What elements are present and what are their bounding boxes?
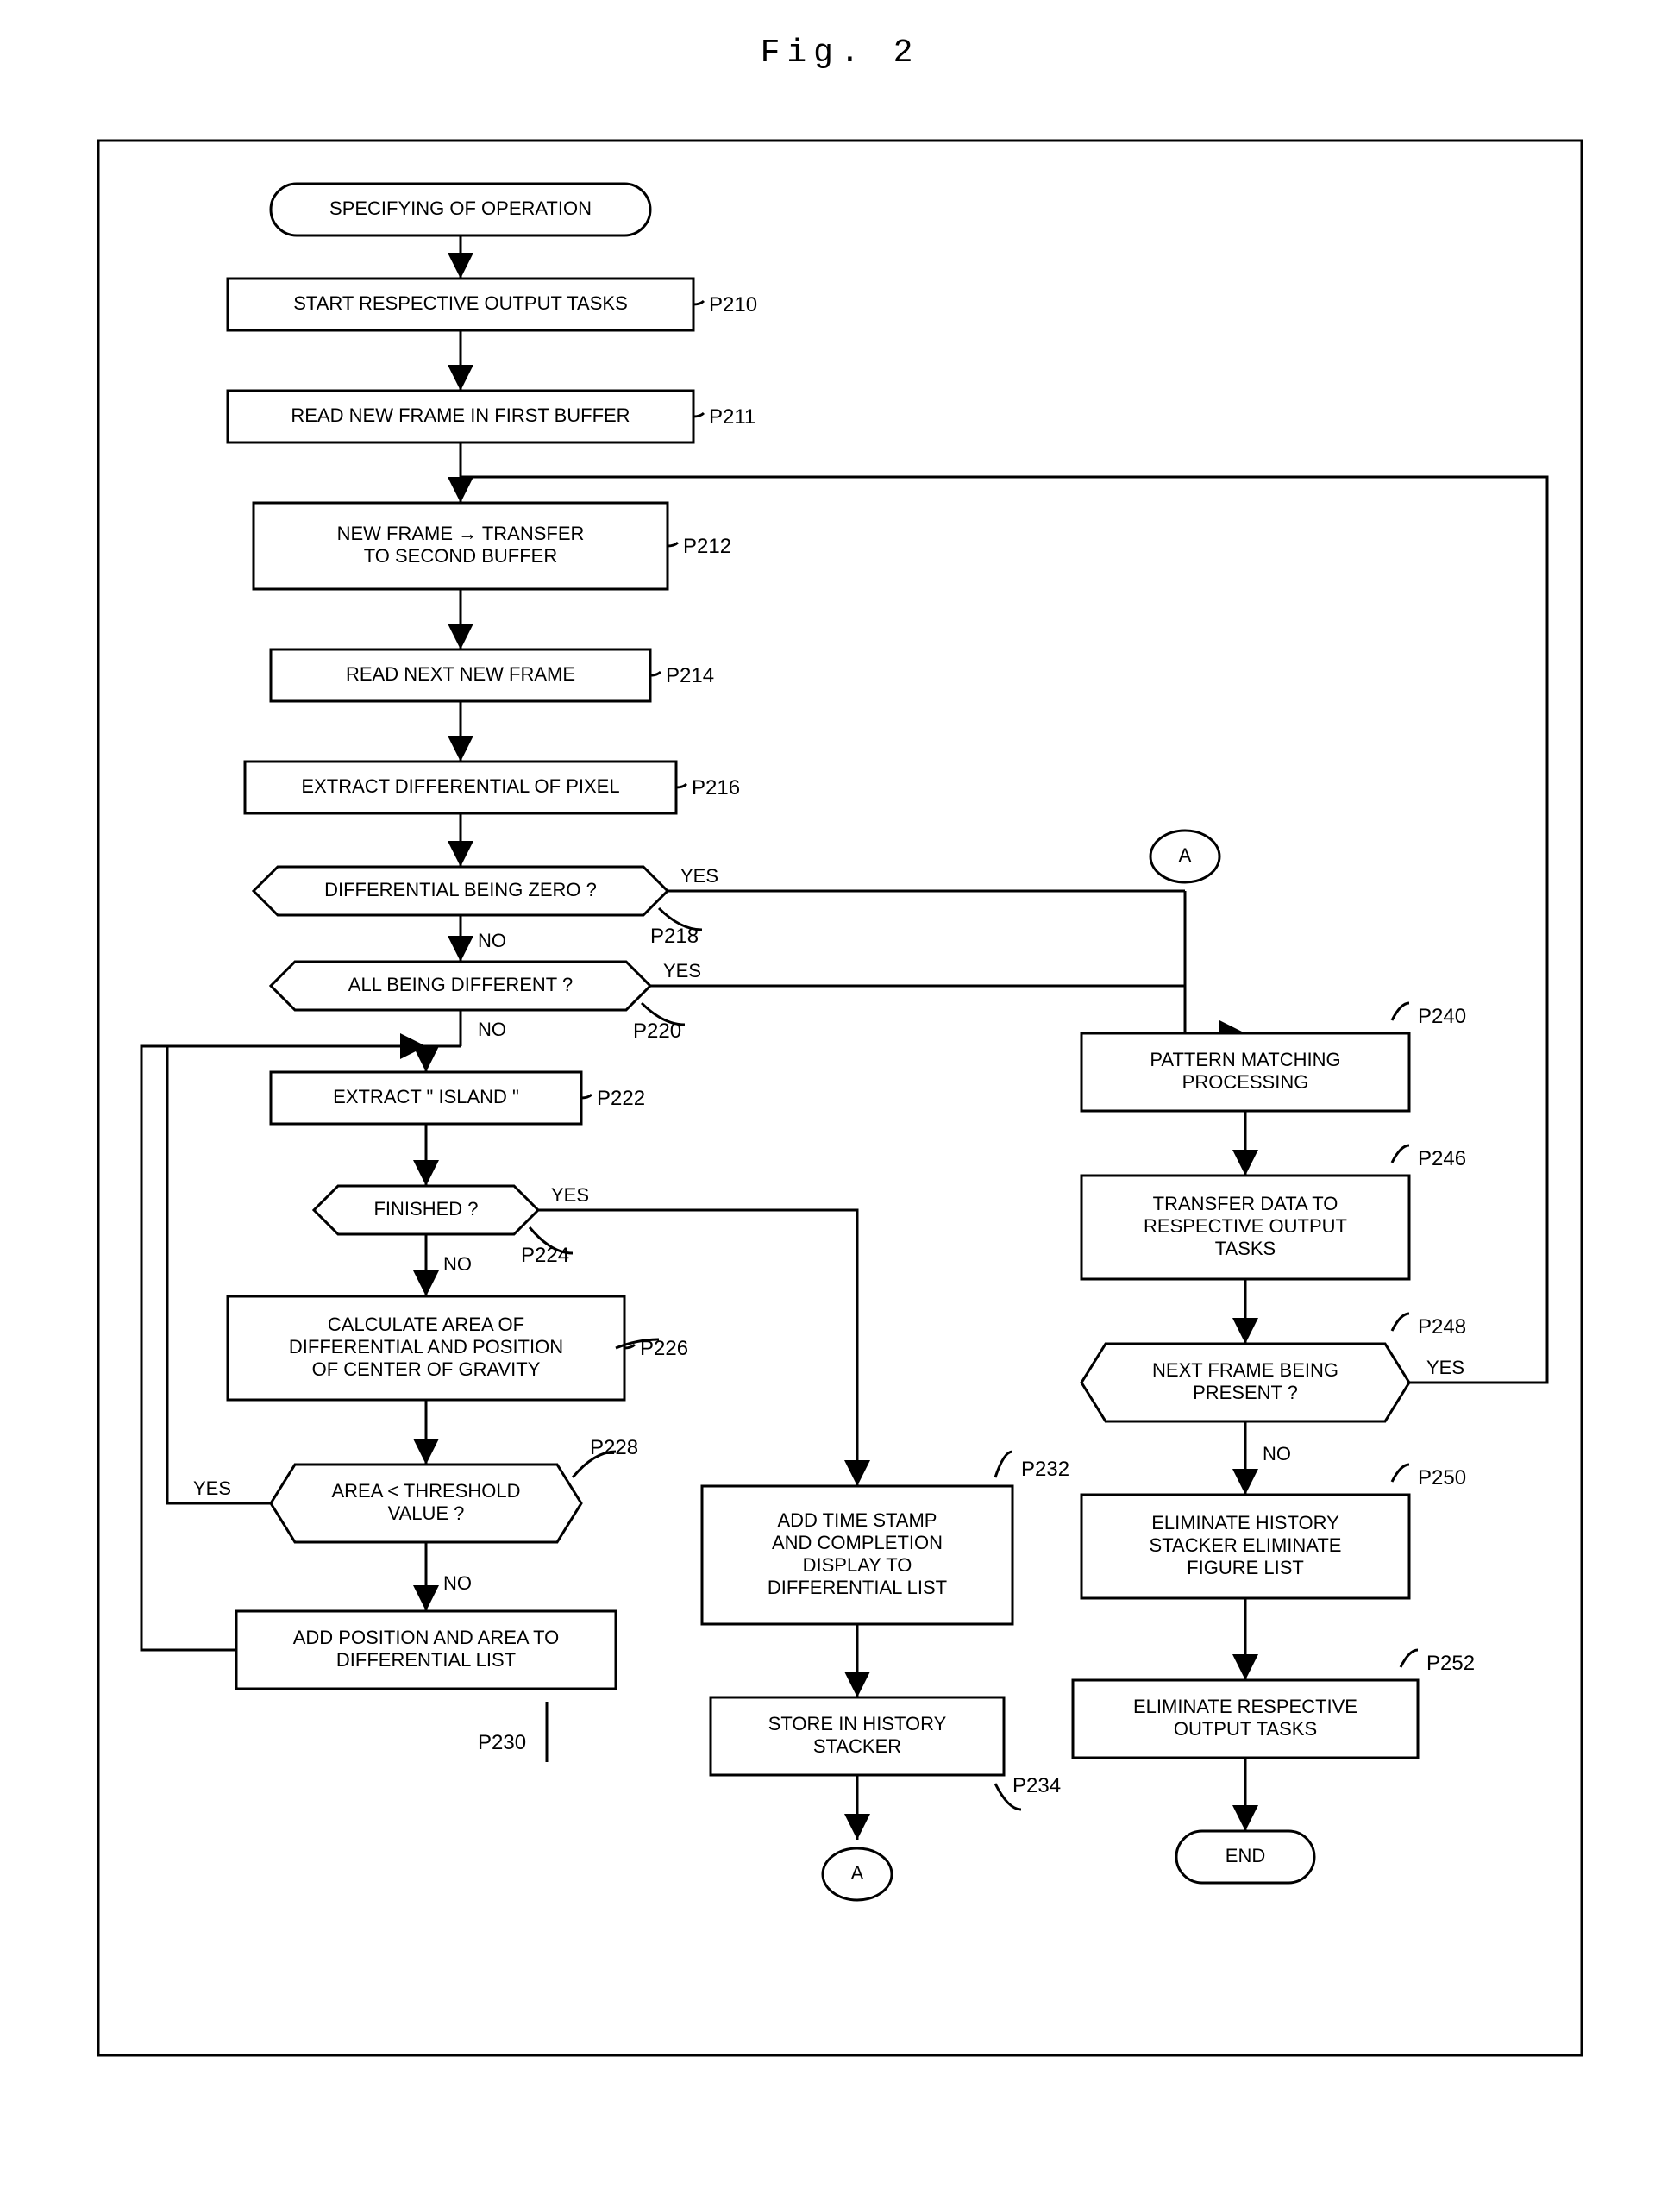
svg-text:STORE IN HISTORY: STORE IN HISTORY: [768, 1713, 947, 1734]
svg-text:P211: P211: [709, 405, 755, 429]
svg-text:START RESPECTIVE OUTPUT TASKS: START RESPECTIVE OUTPUT TASKS: [293, 292, 628, 314]
svg-text:DIFFERENTIAL AND POSITION: DIFFERENTIAL AND POSITION: [289, 1336, 563, 1358]
svg-text:READ NEXT NEW FRAME: READ NEXT NEW FRAME: [346, 663, 575, 685]
svg-text:RESPECTIVE OUTPUT: RESPECTIVE OUTPUT: [1144, 1215, 1347, 1237]
svg-text:P222: P222: [597, 1087, 645, 1110]
svg-text:P216: P216: [692, 776, 740, 800]
svg-text:FIGURE LIST: FIGURE LIST: [1187, 1557, 1304, 1578]
svg-text:P210: P210: [709, 293, 757, 317]
svg-text:PROCESSING: PROCESSING: [1182, 1071, 1309, 1093]
svg-text:PRESENT ?: PRESENT ?: [1193, 1382, 1298, 1403]
svg-text:OUTPUT TASKS: OUTPUT TASKS: [1174, 1718, 1317, 1740]
svg-text:STACKER: STACKER: [813, 1735, 901, 1757]
svg-text:EXTRACT " ISLAND ": EXTRACT " ISLAND ": [333, 1086, 519, 1107]
svg-text:ADD POSITION AND AREA TO: ADD POSITION AND AREA TO: [293, 1627, 560, 1648]
svg-text:DIFFERENTIAL BEING ZERO ?: DIFFERENTIAL BEING ZERO ?: [324, 879, 597, 900]
svg-text:READ NEW FRAME IN FIRST BUFFER: READ NEW FRAME IN FIRST BUFFER: [291, 405, 630, 426]
svg-text:NEW FRAME → TRANSFER: NEW FRAME → TRANSFER: [337, 523, 585, 544]
svg-text:P230: P230: [478, 1731, 526, 1754]
svg-text:P234: P234: [1012, 1774, 1061, 1797]
svg-text:NO: NO: [443, 1253, 472, 1275]
svg-text:P250: P250: [1418, 1466, 1466, 1490]
svg-text:END: END: [1226, 1845, 1265, 1866]
svg-text:YES: YES: [193, 1477, 231, 1499]
svg-text:VALUE ?: VALUE ?: [388, 1502, 465, 1524]
svg-text:NO: NO: [1263, 1443, 1291, 1465]
svg-text:STACKER ELIMINATE: STACKER ELIMINATE: [1150, 1534, 1342, 1556]
svg-text:DISPLAY TO: DISPLAY TO: [803, 1554, 912, 1576]
svg-text:ALL BEING DIFFERENT ?: ALL BEING DIFFERENT ?: [348, 974, 573, 995]
svg-text:P246: P246: [1418, 1147, 1466, 1170]
svg-text:P240: P240: [1418, 1005, 1466, 1028]
svg-text:NO: NO: [478, 1019, 506, 1040]
svg-text:CALCULATE AREA OF: CALCULATE AREA OF: [328, 1314, 524, 1335]
svg-text:AND COMPLETION: AND COMPLETION: [772, 1532, 943, 1553]
svg-text:FINISHED ?: FINISHED ?: [373, 1198, 478, 1220]
svg-text:EXTRACT DIFFERENTIAL OF PIXEL: EXTRACT DIFFERENTIAL OF PIXEL: [301, 775, 619, 797]
svg-text:ADD TIME STAMP: ADD TIME STAMP: [778, 1509, 937, 1531]
svg-text:PATTERN MATCHING: PATTERN MATCHING: [1150, 1049, 1340, 1070]
svg-text:AREA < THRESHOLD: AREA < THRESHOLD: [331, 1480, 520, 1502]
svg-text:OF CENTER OF GRAVITY: OF CENTER OF GRAVITY: [312, 1358, 541, 1380]
flowchart-diagram: YES NO YES NO YES NO YES NO YES NO SPECIFYING OF O…: [64, 106, 1616, 2090]
svg-text:NO: NO: [478, 930, 506, 951]
svg-text:TRANSFER DATA TO: TRANSFER DATA TO: [1153, 1193, 1338, 1214]
svg-text:YES: YES: [551, 1184, 589, 1206]
svg-text:P232: P232: [1021, 1458, 1069, 1481]
svg-text:DIFFERENTIAL LIST: DIFFERENTIAL LIST: [336, 1649, 516, 1671]
svg-text:TASKS: TASKS: [1215, 1238, 1276, 1259]
svg-text:A: A: [1179, 844, 1192, 866]
svg-text:ELIMINATE HISTORY: ELIMINATE HISTORY: [1151, 1512, 1339, 1534]
svg-text:TO SECOND BUFFER: TO SECOND BUFFER: [364, 545, 558, 567]
svg-text:P248: P248: [1418, 1315, 1466, 1339]
figure-title: Fig. 2: [34, 34, 1646, 72]
svg-text:DIFFERENTIAL LIST: DIFFERENTIAL LIST: [768, 1577, 947, 1598]
svg-text:YES: YES: [1426, 1357, 1464, 1378]
svg-text:P212: P212: [683, 535, 731, 558]
svg-text:P224: P224: [521, 1244, 569, 1267]
svg-text:P252: P252: [1426, 1652, 1475, 1675]
svg-text:YES: YES: [663, 960, 701, 982]
svg-text:A: A: [851, 1862, 864, 1884]
svg-text:NO: NO: [443, 1572, 472, 1594]
svg-text:YES: YES: [680, 865, 718, 887]
svg-text:NEXT FRAME BEING: NEXT FRAME BEING: [1152, 1359, 1338, 1381]
svg-text:ELIMINATE RESPECTIVE: ELIMINATE RESPECTIVE: [1133, 1696, 1357, 1717]
svg-text:P214: P214: [666, 664, 714, 687]
svg-text:SPECIFYING OF OPERATION: SPECIFYING OF OPERATION: [329, 198, 592, 219]
